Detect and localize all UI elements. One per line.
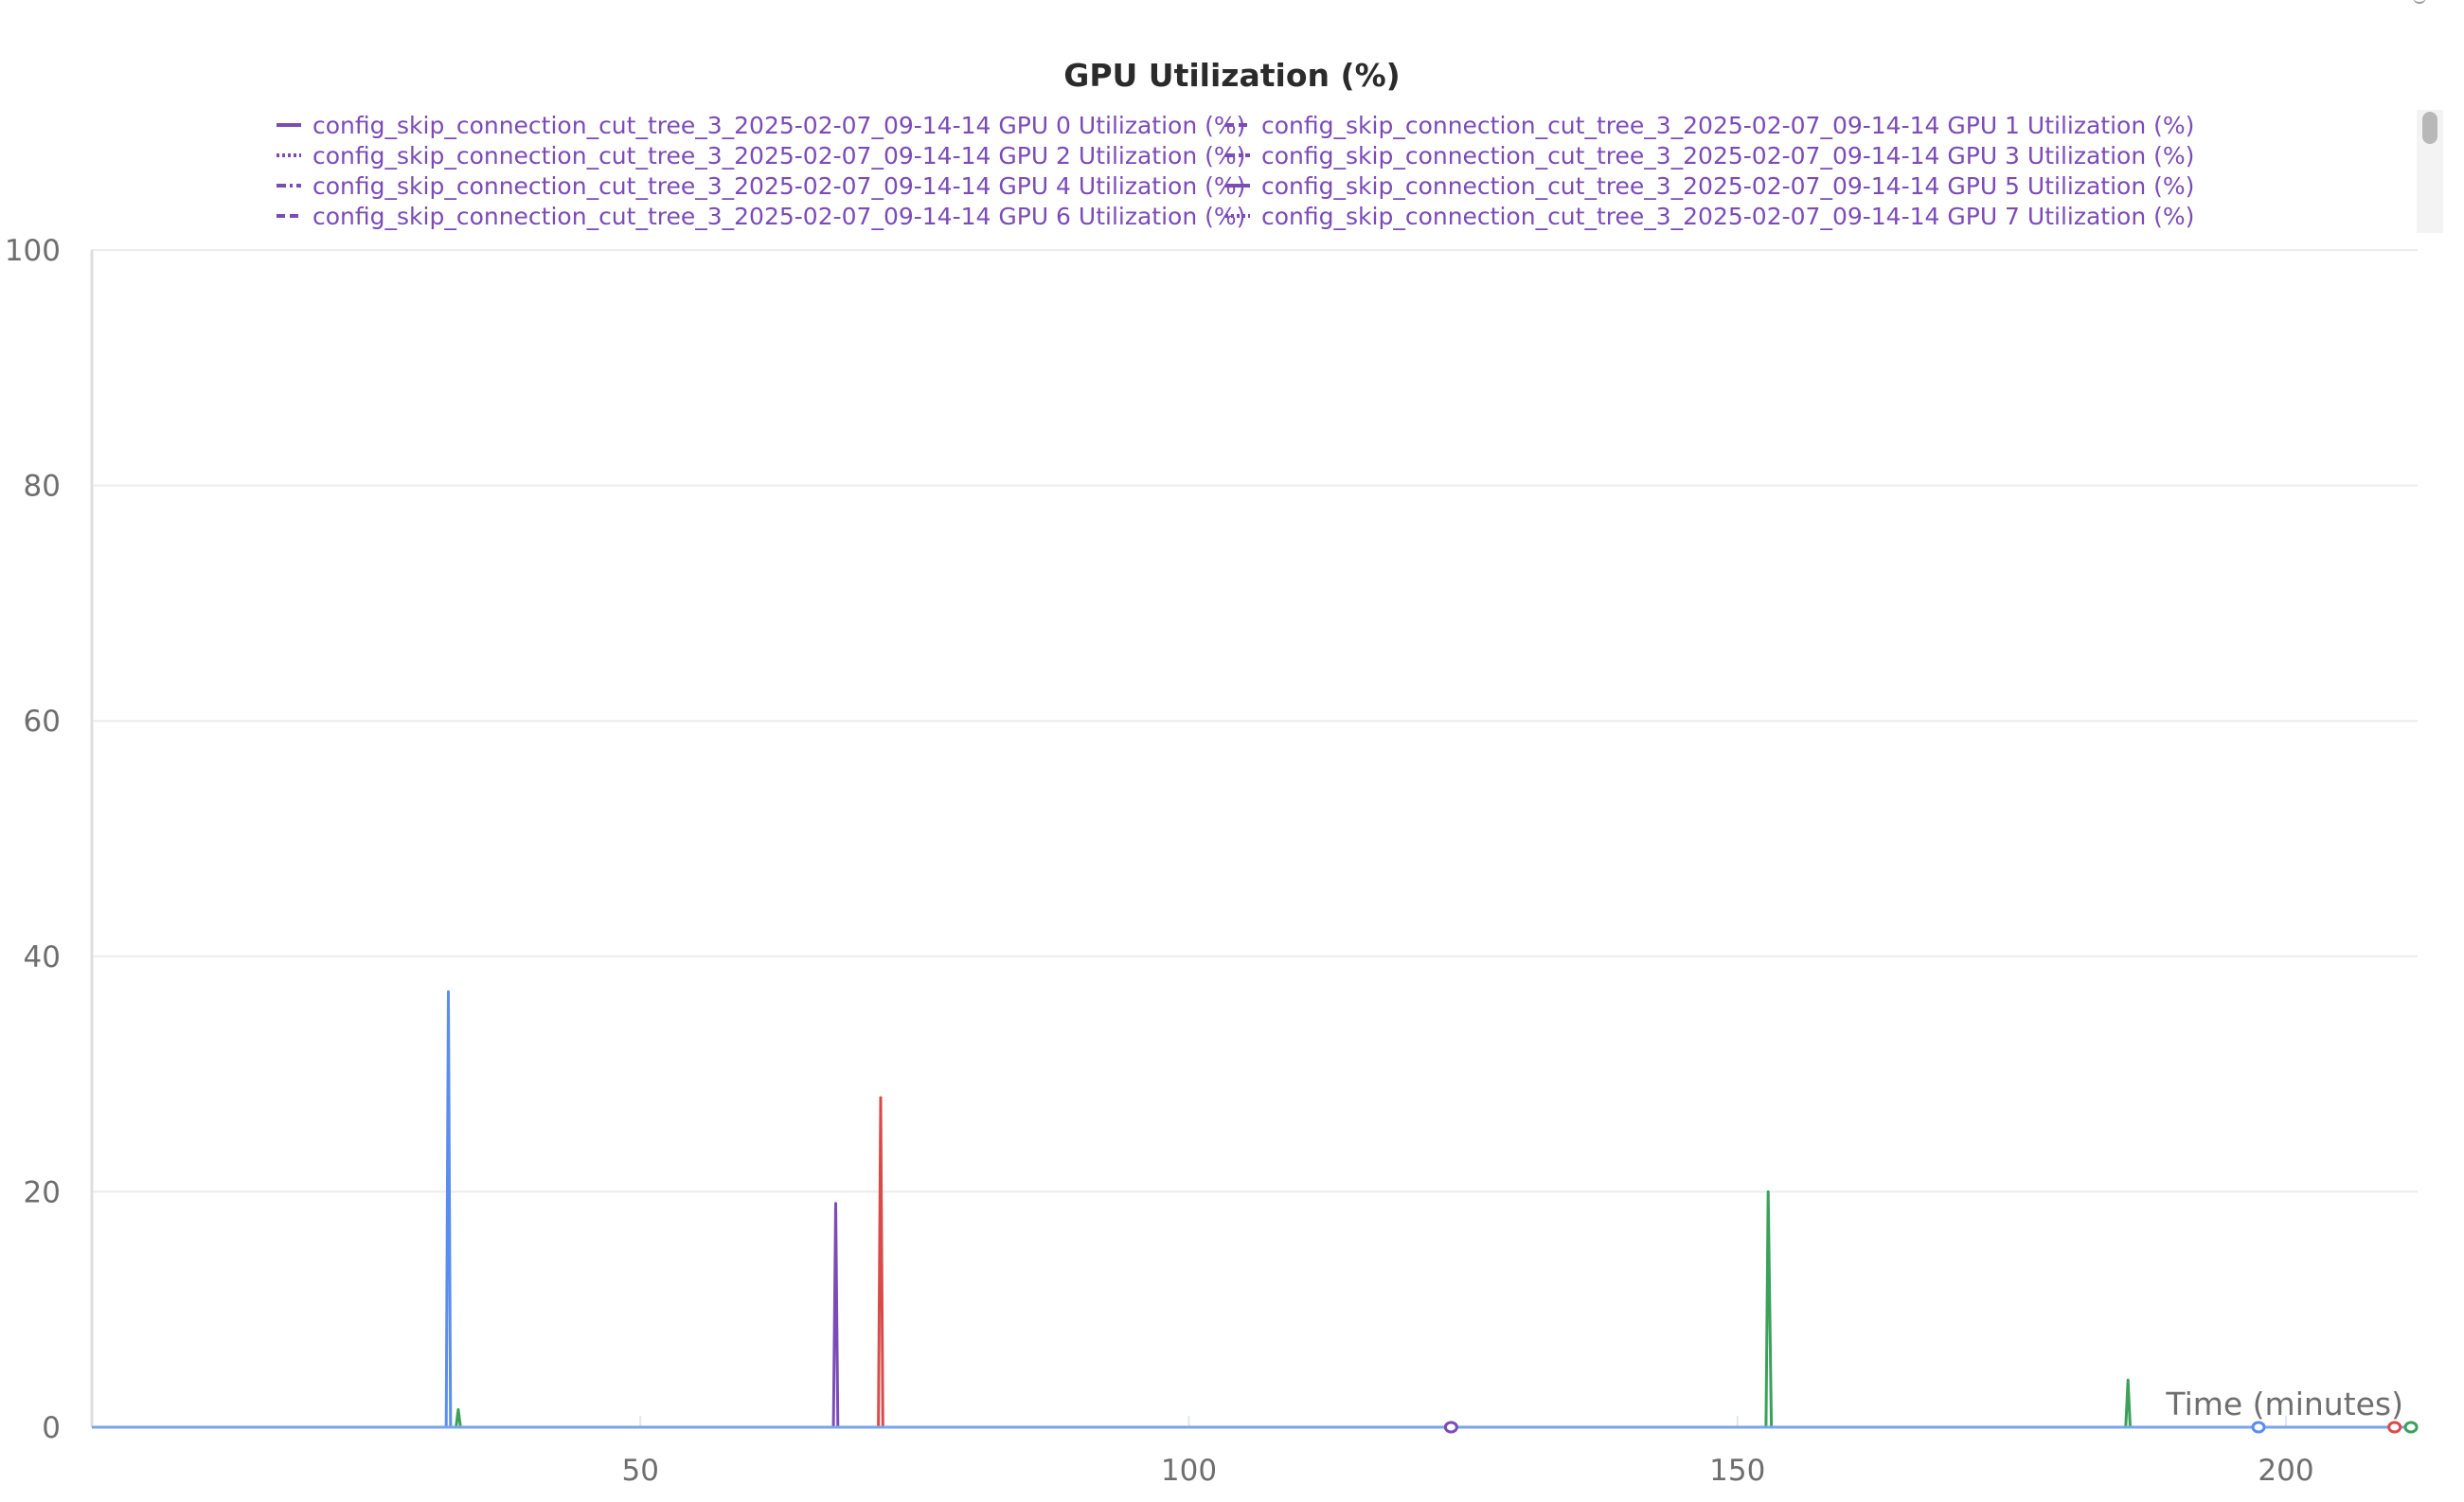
y-tick-label: 80 (24, 470, 61, 504)
legend-item[interactable]: config_skip_connection_cut_tree_3_2025-0… (1225, 140, 2194, 170)
series-markers (1443, 1421, 2419, 1434)
x-tick-label: 50 (622, 1454, 659, 1488)
legend-swatch (277, 214, 301, 218)
y-tick-label: 60 (24, 705, 61, 739)
legend-label: config_skip_connection_cut_tree_3_2025-0… (312, 111, 1246, 139)
legend-label: config_skip_connection_cut_tree_3_2025-0… (1261, 171, 2195, 200)
legend-swatch (277, 123, 301, 127)
series-marker (2403, 1421, 2419, 1434)
series-line-1 (92, 1407, 2418, 1429)
series-line-3 (92, 1096, 2418, 1429)
legend-label: config_skip_connection_cut_tree_3_2025-0… (1261, 202, 2195, 230)
legend-swatch (1225, 153, 1250, 157)
series-marker (2251, 1421, 2266, 1434)
series-line-5 (92, 1378, 2418, 1429)
legend-scrollbar-thumb[interactable] (2422, 112, 2437, 144)
x-tick-label: 100 (1161, 1454, 1217, 1488)
y-tick-label: 0 (42, 1411, 61, 1445)
series-line-4 (92, 1189, 2418, 1429)
y-tick-label: 100 (5, 234, 61, 268)
series-line-2 (92, 1202, 2418, 1429)
legend-item[interactable]: config_skip_connection_cut_tree_3_2025-0… (277, 140, 1245, 170)
chart-title: GPU Utilization (%) (1063, 57, 1401, 94)
series-lines (92, 990, 2418, 1429)
legend-item[interactable]: config_skip_connection_cut_tree_3_2025-0… (1225, 170, 2194, 201)
x-axis: 50 100 150 200 (622, 1416, 2314, 1488)
y-axis: 0 20 40 60 80 100 (5, 234, 94, 1445)
legend-swatch (277, 153, 301, 157)
series-marker (2387, 1421, 2402, 1434)
legend-item[interactable]: config_skip_connection_cut_tree_3_2025-0… (277, 170, 1245, 201)
legend-swatch (1225, 214, 1250, 218)
legend-item[interactable]: config_skip_connection_cut_tree_3_2025-0… (277, 110, 1245, 140)
legend-scrollbar[interactable] (2417, 110, 2443, 233)
legend-label: config_skip_connection_cut_tree_3_2025-0… (312, 202, 1246, 230)
y-tick-label: 40 (24, 940, 61, 975)
legend-label: config_skip_connection_cut_tree_3_2025-0… (1261, 141, 2195, 170)
legend-label: config_skip_connection_cut_tree_3_2025-0… (312, 141, 1246, 170)
y-tick-label: 20 (24, 1175, 61, 1209)
legend-swatch (1225, 123, 1250, 127)
legend-swatch (277, 184, 301, 188)
legend-swatch (1225, 184, 1250, 188)
grid-lines (92, 249, 2418, 1193)
legend-label: config_skip_connection_cut_tree_3_2025-0… (312, 171, 1246, 200)
legend-label: config_skip_connection_cut_tree_3_2025-0… (1261, 111, 2195, 139)
series-line-0 (92, 990, 2418, 1429)
x-tick-label: 200 (2258, 1454, 2313, 1488)
x-tick-label: 150 (1709, 1454, 1765, 1488)
legend-item[interactable]: config_skip_connection_cut_tree_3_2025-0… (1225, 110, 2194, 140)
series-marker (1443, 1421, 1458, 1434)
x-axis-title: Time (minutes) (2165, 1386, 2403, 1422)
legend-item[interactable]: config_skip_connection_cut_tree_3_2025-0… (1225, 201, 2194, 231)
panel-corner-indicator (2413, 0, 2426, 4)
legend-item[interactable]: config_skip_connection_cut_tree_3_2025-0… (277, 201, 1245, 231)
